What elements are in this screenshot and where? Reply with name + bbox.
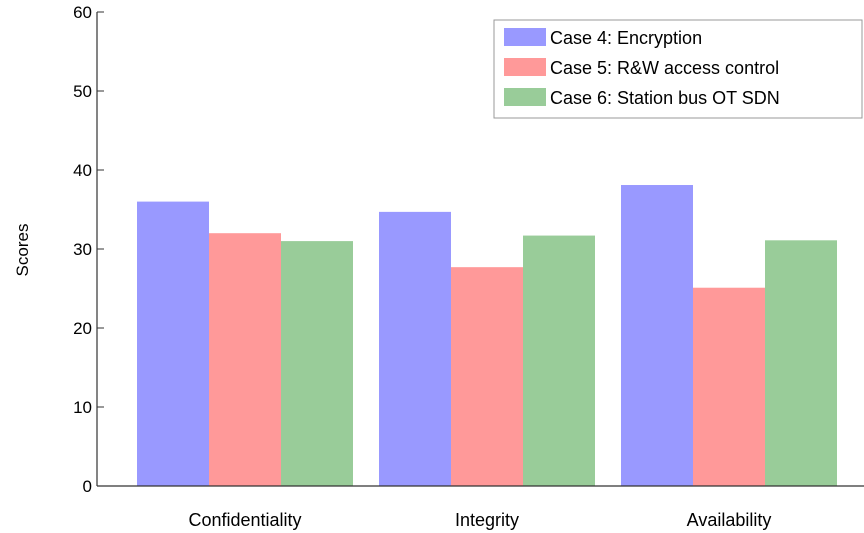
legend-swatch <box>504 28 546 46</box>
bar-availability-series-3 <box>765 240 837 486</box>
bar-integrity-series-2 <box>451 267 523 486</box>
bar-availability-series-1 <box>621 185 693 486</box>
y-tick-label: 20 <box>73 319 92 338</box>
y-tick-label: 10 <box>73 398 92 417</box>
x-categories-group: Confidentiality Integrity Availability <box>188 510 771 530</box>
bar-confidentiality-series-3 <box>281 241 353 486</box>
legend-label: Case 6: Station bus OT SDN <box>550 88 780 108</box>
bar-confidentiality-series-2 <box>209 233 281 486</box>
legend-label: Case 5: R&W access control <box>550 58 779 78</box>
bar-integrity-series-1 <box>379 211 451 486</box>
y-tick-label: 0 <box>83 477 92 496</box>
bar-availability-series-2 <box>693 287 765 486</box>
y-tick-label: 40 <box>73 161 92 180</box>
bar-confidentiality-series-1 <box>137 201 209 486</box>
y-tick-label: 50 <box>73 82 92 101</box>
x-category-label: Integrity <box>455 510 519 530</box>
legend-label: Case 4: Encryption <box>550 28 702 48</box>
bar-integrity-series-3 <box>523 235 595 486</box>
y-tick-label: 30 <box>73 240 92 259</box>
legend: Case 4: Encryption Case 5: R&W access con… <box>493 19 863 119</box>
y-tick-label: 60 <box>73 3 92 22</box>
legend-swatch <box>504 88 546 106</box>
x-category-label: Availability <box>687 510 772 530</box>
legend-box <box>493 19 863 119</box>
legend-swatch <box>504 58 546 76</box>
bars-group <box>137 185 837 486</box>
y-ticks-group: 0 10 20 30 40 50 60 <box>73 3 104 496</box>
x-category-label: Confidentiality <box>188 510 301 530</box>
y-axis-title: Scores <box>13 224 32 277</box>
